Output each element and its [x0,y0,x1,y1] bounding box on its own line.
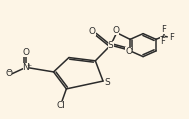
Text: N: N [22,63,29,72]
Text: F: F [161,25,166,34]
Text: O: O [125,47,132,56]
Text: O: O [89,27,96,35]
Text: F: F [160,37,165,46]
Text: S: S [104,78,110,87]
Text: −: − [6,69,11,74]
Text: O: O [5,69,12,78]
Text: Cl: Cl [57,101,66,110]
Text: F: F [169,33,174,42]
Text: S: S [108,41,114,50]
Text: O: O [112,26,119,35]
Text: O: O [22,48,29,57]
Text: +: + [26,63,31,68]
